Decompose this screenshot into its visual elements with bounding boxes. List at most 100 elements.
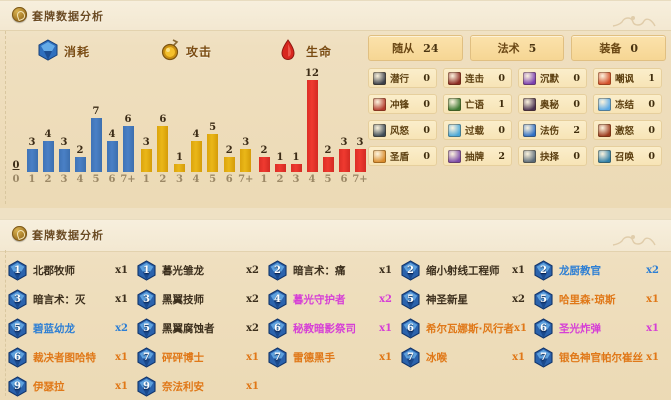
card-entry[interactable]: 6 希尔瓦娜斯·风行者 x1 <box>401 314 534 343</box>
mana-cost-gem-icon: 6 <box>8 347 27 368</box>
axis-tick-attack-7+: 7+ <box>238 174 254 185</box>
card-entry[interactable]: 7 冰喉 x1 <box>401 343 534 372</box>
card-entry[interactable]: 2 缩小射线工程师 x1 <box>401 256 534 285</box>
keyword-stat-label: 抽牌 <box>465 152 485 163</box>
card-count: x1 <box>379 323 392 334</box>
keyword-stat-label: 法伤 <box>540 126 560 137</box>
axis-tick-health-4: 4 <box>308 174 316 185</box>
card-entry[interactable]: 6 裁决者图哈特 x1 <box>8 343 137 372</box>
chart-health-label: 生命 <box>306 45 333 59</box>
card-entry[interactable]: 9 奈法利安 x1 <box>137 372 268 400</box>
bar-health-5 <box>322 157 334 172</box>
mana-cost-value: 5 <box>14 323 21 334</box>
card-entry[interactable]: 5 碧蓝幼龙 x2 <box>8 314 137 343</box>
card-entry[interactable]: 7 雷德黑手 x1 <box>268 343 401 372</box>
mana-cost-value: 1 <box>143 265 150 276</box>
bar-value-health-3: 1 <box>292 152 300 163</box>
bar-column-cost-1: 3 <box>24 67 40 172</box>
mana-cost-value: 3 <box>143 294 150 305</box>
mana-cost-value: 7 <box>143 352 150 363</box>
chart-attack-axis: 1 2 3 4 5 6 7+ <box>138 174 254 188</box>
primary-stat-法术: 法术 5 <box>469 35 565 61</box>
keyword-stat-value: 0 <box>648 98 655 110</box>
card-entry[interactable]: 9 伊瑟拉 x1 <box>8 372 137 400</box>
card-count: x2 <box>512 294 525 305</box>
keyword-stat-label: 激怒 <box>615 126 635 137</box>
card-entry[interactable]: 3 黑翼技师 x2 <box>137 285 268 314</box>
bar-column-attack-2: 6 <box>155 67 172 172</box>
spelldamage-icon <box>523 123 536 137</box>
keyword-stat-抉择: 抉择 0 <box>518 146 587 166</box>
keyword-stat-label: 冻结 <box>615 100 635 111</box>
bar-column-attack-3: 1 <box>171 67 188 172</box>
card-name: 银色神官帕尔崔丝 <box>559 352 643 364</box>
deathrattle-icon <box>448 97 461 111</box>
chart-cost-label: 消耗 <box>64 45 91 59</box>
primary-stat-装备: 装备 0 <box>571 35 667 61</box>
card-entry[interactable]: 4 暮光守护者 x2 <box>268 285 401 314</box>
chart-health-axis: 1 2 3 4 5 6 7+ <box>256 174 368 188</box>
card-entry[interactable]: 6 秘教暗影祭司 x1 <box>268 314 401 343</box>
card-name: 暗言术：痛 <box>293 265 346 277</box>
keyword-stat-沉默: 沉默 0 <box>518 68 587 88</box>
card-name: 奈法利安 <box>162 381 204 393</box>
card-entry[interactable]: 2 龙厨教官 x2 <box>534 256 668 285</box>
mana-cost-value: 7 <box>540 352 547 363</box>
card-entry[interactable]: 5 哈里森·琼斯 x1 <box>534 285 668 314</box>
mana-cost-gem-icon: 4 <box>268 289 287 310</box>
chart-health: 生命 2 1 1 12 2 3 3 1 2 3 4 5 6 7+ <box>256 31 368 188</box>
bar-cost-3 <box>58 149 70 172</box>
axis-tick-health-7+: 7+ <box>352 174 368 185</box>
card-entry[interactable]: 5 神圣新星 x2 <box>401 285 534 314</box>
card-count: x2 <box>246 265 259 276</box>
bar-cost-5 <box>90 118 102 172</box>
card-name: 暗言术：灭 <box>33 294 86 306</box>
bar-value-health-5: 2 <box>324 145 332 156</box>
card-count: x2 <box>379 294 392 305</box>
bar-column-cost-2: 4 <box>40 67 56 172</box>
card-count: x2 <box>646 265 659 276</box>
bar-column-attack-5: 5 <box>204 67 221 172</box>
card-entry[interactable]: 5 黑翼腐蚀者 x2 <box>137 314 268 343</box>
card-count: x1 <box>514 323 527 334</box>
bar-value-cost-6: 4 <box>108 129 116 140</box>
bar-value-attack-6: 2 <box>225 145 233 156</box>
card-count: x1 <box>646 352 659 363</box>
card-entry[interactable]: 6 圣光炸弹 x1 <box>534 314 668 343</box>
bar-attack-1 <box>140 149 152 172</box>
bar-column-cost-4: 2 <box>72 67 88 172</box>
bar-value-cost-5: 7 <box>92 106 100 117</box>
keyword-stat-冲锋: 冲锋 0 <box>368 94 437 114</box>
card-entry[interactable]: 7 砰砰博士 x1 <box>137 343 268 372</box>
axis-tick-cost-7+: 7+ <box>120 174 136 185</box>
axis-tick-cost-5: 5 <box>92 174 100 185</box>
card-count: x1 <box>646 294 659 305</box>
card-name: 裁决者图哈特 <box>33 352 96 364</box>
card-entry[interactable]: 2 暗言术：痛 x1 <box>268 256 401 285</box>
card-name: 希尔瓦娜斯·风行者 <box>426 323 514 335</box>
secret-icon <box>523 97 536 111</box>
card-entry[interactable]: 1 暮光雏龙 x2 <box>137 256 268 285</box>
card-entry[interactable]: 7 银色神官帕尔崔丝 x1 <box>534 343 668 372</box>
card-entry[interactable]: 1 北郡牧师 x1 <box>8 256 137 285</box>
bar-column-health-3: 1 <box>288 67 304 172</box>
card-count: x1 <box>512 265 525 276</box>
bar-health-3 <box>290 164 302 172</box>
keyword-stat-label: 抉择 <box>540 152 560 163</box>
bar-health-4 <box>306 80 318 172</box>
bar-cost-2 <box>42 141 54 172</box>
keyword-stat-潜行: 潜行 0 <box>368 68 437 88</box>
mana-cost-gem-icon: 1 <box>8 260 27 281</box>
keyword-stats-grid: 潜行 0 连击 0 沉默 0 嘲讽 1 冲锋 0 亡语 1 奥秘 0 冻结 0 风怒 0 过载 0 法伤 2 激怒 0 圣盾 0 抽… <box>368 68 666 166</box>
axis-tick-attack-3: 3 <box>175 174 183 185</box>
card-entry[interactable]: 3 暗言术：灭 x1 <box>8 285 137 314</box>
card-name: 秘教暗影祭司 <box>293 323 356 335</box>
card-count: x2 <box>115 323 128 334</box>
bar-value-attack-5: 5 <box>209 122 217 133</box>
mana-cost-gem-icon: 7 <box>534 347 553 368</box>
mana-cost-gem-icon: 6 <box>401 318 420 339</box>
axis-tick-cost-2: 2 <box>44 174 52 185</box>
card-name: 砰砰博士 <box>162 352 204 364</box>
